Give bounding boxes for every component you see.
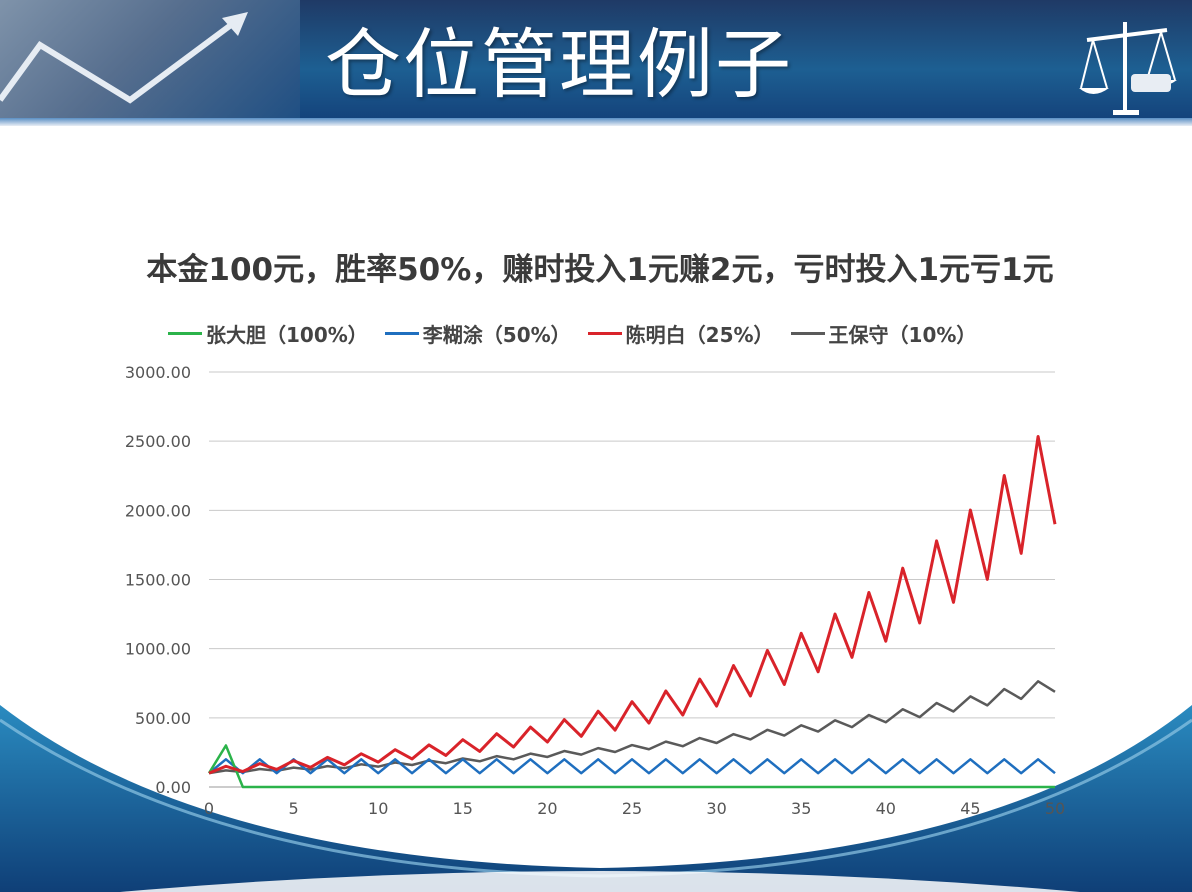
header-divider: [0, 118, 1192, 126]
legend-swatch: [168, 331, 202, 335]
y-tick-label: 1000.00: [125, 640, 191, 659]
page-title: 仓位管理例子: [325, 20, 793, 109]
legend-swatch: [790, 331, 825, 335]
legend-item-zhang: 张大胆（100%）: [168, 319, 368, 348]
x-tick-label: 20: [537, 799, 557, 818]
legend-item-chen: 陈明白（25%）: [587, 319, 774, 348]
legend-label: 李糊涂（50%）: [422, 322, 571, 347]
series-line-3: [208, 680, 1056, 775]
x-tick-label: 25: [622, 799, 642, 818]
scales-icon: [1079, 22, 1177, 115]
series-line-1: [208, 758, 1056, 775]
x-tick-label: 5: [289, 799, 299, 818]
legend-swatch: [384, 331, 419, 335]
legend-swatch: [587, 331, 622, 335]
legend-label: 张大胆（100%）: [206, 322, 368, 347]
y-tick-label: 2000.00: [125, 501, 191, 520]
legend-label: 王保守（10%）: [828, 322, 977, 347]
legend-label: 陈明白（25%）: [625, 322, 774, 347]
x-tick-label: 30: [706, 799, 726, 818]
header-banner: 仓位管理例子: [0, 0, 1192, 126]
trend-arrow-icon: [0, 12, 248, 104]
series-line-2: [208, 434, 1057, 775]
chart-legend: 张大胆（100%） 李糊涂（50%） 陈明白（25%） 王保守（10%）: [168, 318, 993, 348]
y-tick-label: 1500.00: [125, 571, 191, 590]
x-tick-label: 10: [368, 799, 388, 818]
y-tick-label: 0.00: [155, 778, 191, 797]
x-tick-label: 15: [453, 799, 473, 818]
header-decoration: [0, 0, 300, 120]
legend-item-wang: 王保守（10%）: [790, 319, 977, 348]
legend-item-li: 李糊涂（50%）: [384, 319, 571, 348]
series-line-0: [207, 744, 1055, 789]
x-tick-label: 40: [876, 799, 896, 818]
y-tick-label: 2500.00: [125, 432, 191, 451]
x-tick-label: 45: [960, 799, 980, 818]
y-tick-label: 500.00: [135, 709, 191, 728]
y-tick-label: 3000.00: [125, 363, 191, 382]
x-tick-label: 35: [791, 799, 811, 818]
chart-title: 本金100元，胜率50%，赚时投入1元赚2元，亏时投入1元亏1元: [146, 252, 1054, 288]
x-tick-label: 50: [1045, 799, 1065, 818]
x-tick-label: 0: [204, 799, 214, 818]
